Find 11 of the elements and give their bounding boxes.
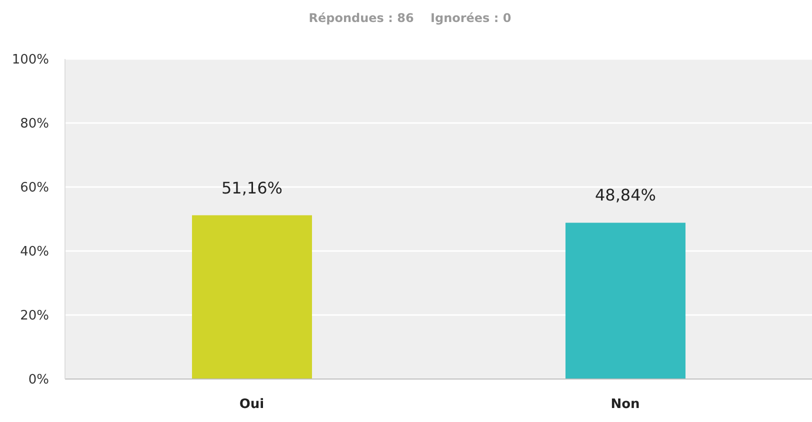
x-tick-label: Non: [610, 397, 640, 412]
x-tick-label: Oui: [239, 397, 264, 412]
data-label: 48,84%: [594, 186, 656, 205]
y-tick-label: 80%: [20, 116, 49, 132]
y-tick-label: 100%: [12, 52, 49, 68]
data-label: 51,16%: [221, 178, 282, 198]
y-tick-label: 0%: [28, 372, 49, 388]
y-tick-label: 40%: [20, 244, 49, 260]
chart-title: Répondues : 86 Ignorées : 0: [308, 10, 512, 27]
y-tick-label: 60%: [20, 180, 49, 196]
y-tick-label: 20%: [20, 308, 49, 324]
